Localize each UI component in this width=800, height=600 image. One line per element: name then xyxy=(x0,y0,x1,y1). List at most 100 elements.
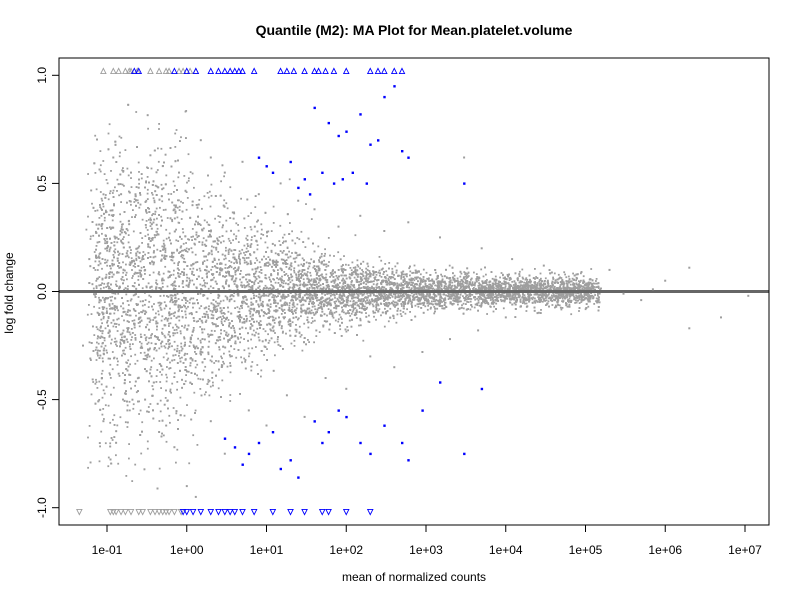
cloud-point xyxy=(299,335,302,338)
cloud-point xyxy=(305,203,307,205)
cloud-point xyxy=(100,383,103,386)
cloud-point xyxy=(274,317,277,320)
cloud-point xyxy=(253,283,256,286)
cloud-point xyxy=(135,257,138,260)
cloud-point xyxy=(362,270,364,273)
cloud-point xyxy=(582,285,585,288)
cloud-point xyxy=(155,207,158,210)
cloud-point xyxy=(260,309,263,311)
cloud-point xyxy=(585,286,588,289)
cloud-point xyxy=(257,336,260,339)
cloud-point xyxy=(336,284,339,287)
cloud-point xyxy=(179,396,182,399)
cloud-point xyxy=(122,352,125,355)
cloud-point xyxy=(280,308,283,311)
cloud-point xyxy=(547,294,549,297)
cloud-point xyxy=(486,279,488,281)
cloud-point xyxy=(99,287,102,290)
cloud-point xyxy=(117,254,120,256)
cloud-point xyxy=(375,318,377,321)
cloud-point xyxy=(154,184,157,187)
cloud-point xyxy=(333,255,335,257)
cloud-point xyxy=(211,377,214,379)
cloud-point xyxy=(462,295,464,298)
cloud-point xyxy=(313,319,316,322)
cloud-point xyxy=(222,299,225,302)
cloud-point xyxy=(242,256,244,259)
cloud-point xyxy=(342,277,344,280)
cloud-point xyxy=(227,237,230,240)
cloud-point xyxy=(410,287,413,290)
cloud-point xyxy=(457,283,460,285)
cloud-point xyxy=(272,222,275,224)
cloud-point xyxy=(327,285,329,288)
cloud-point xyxy=(123,349,125,352)
cloud-point xyxy=(327,308,330,310)
cloud-point xyxy=(146,229,149,231)
cloud-point xyxy=(385,301,387,304)
cloud-point xyxy=(277,269,279,271)
cloud-point xyxy=(260,369,263,372)
cloud-point xyxy=(201,284,204,287)
cloud-point xyxy=(109,190,112,192)
cloud-point xyxy=(128,345,131,348)
cloud-point xyxy=(354,273,357,275)
cloud-point xyxy=(374,276,377,278)
cloud-point xyxy=(238,250,241,253)
cloud-point xyxy=(349,267,352,269)
cloud-point xyxy=(283,271,286,273)
cloud-point xyxy=(104,262,106,264)
cloud-point xyxy=(325,284,328,287)
cloud-point xyxy=(343,274,346,277)
cloud-point xyxy=(570,299,573,302)
cloud-point xyxy=(515,288,518,291)
cloud-point xyxy=(223,286,225,289)
cloud-point xyxy=(178,352,181,354)
cloud-point xyxy=(257,310,260,312)
cloud-point xyxy=(365,267,368,270)
cloud-point xyxy=(459,275,462,278)
cloud-point xyxy=(287,309,290,311)
cloud-point xyxy=(131,269,133,271)
cloud-point xyxy=(500,272,503,274)
cloud-point xyxy=(207,315,209,318)
cloud-point xyxy=(275,296,278,298)
cloud-point xyxy=(355,313,358,316)
cloud-point xyxy=(178,319,181,322)
cloud-point xyxy=(217,304,220,307)
cloud-point xyxy=(159,399,162,402)
cloud-point xyxy=(365,275,368,278)
cloud-point xyxy=(165,380,168,383)
cloud-point xyxy=(349,293,351,296)
cloud-point xyxy=(367,295,370,297)
cloud-point xyxy=(376,282,379,285)
cloud-point xyxy=(355,292,358,295)
cloud-point xyxy=(395,292,398,294)
cloud-point xyxy=(180,345,183,348)
cloud-point xyxy=(278,322,281,325)
cloud-point xyxy=(297,277,300,280)
cloud-point xyxy=(375,287,378,289)
cloud-point xyxy=(136,250,139,253)
cloud-point xyxy=(93,305,95,308)
cloud-point xyxy=(345,300,348,303)
cloud-point xyxy=(319,274,322,277)
cloud-point xyxy=(156,338,159,340)
cloud-point xyxy=(540,309,542,311)
cloud-point xyxy=(230,294,232,297)
cloud-point xyxy=(360,287,363,289)
cloud-point xyxy=(246,317,248,320)
cloud-point xyxy=(372,266,375,268)
cloud-point xyxy=(134,271,137,274)
cloud-point xyxy=(101,336,104,339)
cloud-point xyxy=(201,316,204,318)
cloud-point xyxy=(326,279,329,281)
cloud-point xyxy=(457,300,460,303)
cloud-point xyxy=(589,300,591,303)
cloud-point xyxy=(400,305,403,307)
cloud-point xyxy=(411,304,413,307)
cloud-point xyxy=(413,264,416,267)
cloud-point xyxy=(125,475,128,477)
cloud-point xyxy=(317,265,320,268)
cloud-point xyxy=(326,286,329,289)
